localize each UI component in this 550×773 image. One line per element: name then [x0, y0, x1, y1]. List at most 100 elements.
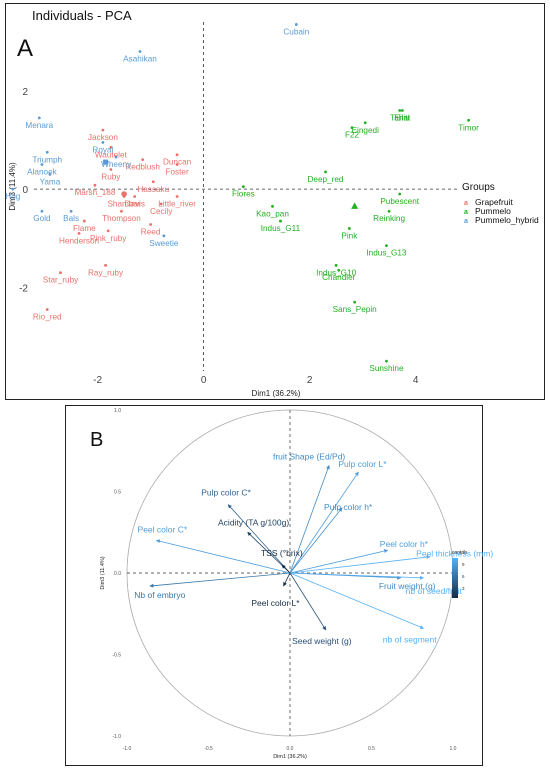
variable-vector	[283, 572, 291, 587]
variable-label: fruit Shape (Ed/Pd)	[273, 451, 345, 461]
data-point	[45, 308, 49, 311]
variable-vector	[289, 465, 330, 574]
x-axis-label: Dim1 (36.2%)	[252, 389, 301, 398]
point-label: Eingedi	[352, 126, 379, 135]
data-point	[337, 268, 341, 272]
y-tick-label: 0.0	[114, 571, 121, 577]
variables-plot: B -1.0 -0.5 0.0 0.5 1.0 -1.0 -0.5 0.0 0.5 1.0 Dim1 …	[90, 408, 493, 760]
data-point	[138, 50, 142, 53]
data-point	[353, 300, 357, 304]
legend-key: a	[464, 209, 468, 216]
point-label: Chandler	[322, 273, 355, 282]
data-point	[334, 263, 338, 267]
x-tick-label: 0.5	[368, 746, 375, 752]
data-point	[271, 204, 274, 208]
variable-vector	[289, 572, 327, 631]
point-label: Wheeny	[101, 160, 132, 169]
point-label: Cecily	[150, 207, 173, 216]
data-point	[101, 141, 105, 144]
x-tick-label: 4	[413, 375, 419, 386]
legend-key: a	[464, 218, 468, 225]
data-point	[104, 263, 107, 267]
data-point	[109, 145, 113, 149]
contrib-tick: 9	[462, 562, 465, 567]
data-point	[93, 183, 97, 187]
point-label: Yama	[40, 177, 61, 186]
point-label: Triumph	[32, 155, 62, 164]
data-point	[59, 271, 62, 275]
data-point	[467, 118, 470, 122]
group-centroid	[103, 159, 109, 165]
point-label: Tahiti	[390, 113, 409, 122]
variable-vector	[289, 471, 359, 574]
individuals-plot: Individuals - PCA A -2 0 2 4 -2 0 2 Dim1 (36.2%) D…	[5, 8, 539, 398]
variable-label: Pulp color L*	[338, 459, 387, 469]
legend-label: Pummelo_hybrid	[475, 215, 539, 225]
data-point	[279, 219, 282, 223]
data-point	[141, 158, 145, 162]
data-point	[11, 187, 15, 191]
data-point	[241, 185, 245, 189]
variable-label: Peel color L*	[251, 598, 300, 608]
point-label: Ray_ruby	[88, 268, 124, 277]
data-point	[37, 116, 41, 120]
variable-label: nb of segment	[383, 634, 438, 644]
point-label: Sans_Pepin	[333, 305, 378, 314]
contrib-tick: 6	[462, 574, 465, 579]
data-point	[347, 227, 351, 230]
point-label: Marsh_188	[74, 188, 115, 197]
y-tick-label: 0	[22, 185, 28, 196]
data-point	[294, 23, 298, 26]
data-point	[385, 359, 388, 363]
point-label: Cubain	[283, 27, 309, 36]
legend-title: Groups	[462, 182, 495, 193]
x-tick-label: 1.0	[450, 746, 457, 752]
point-label: Pink	[341, 231, 358, 240]
data-point	[175, 163, 179, 166]
variable-label: Pulp color h*	[324, 502, 373, 512]
point-label: Duncan	[163, 158, 192, 167]
legend-title: contrib	[452, 550, 467, 556]
point-label: Wautelet	[95, 150, 128, 159]
pca-variables-panel: B -1.0 -0.5 0.0 0.5 1.0 -1.0 -0.5 0.0 0.5 1.0 Dim1 …	[65, 405, 493, 766]
x-tick-label: 2	[307, 375, 313, 386]
data-point	[133, 195, 137, 198]
point-label: Thompson	[102, 214, 141, 223]
variable-label: Fruit weight (g)	[379, 581, 436, 591]
point-label: Foster	[165, 168, 188, 177]
y-tick-label: -2	[19, 283, 28, 294]
point-label: Timor	[458, 123, 479, 132]
x-tick-label: -1.0	[123, 746, 132, 752]
point-label: Royal	[92, 145, 113, 154]
point-label: Sweetie	[149, 239, 179, 248]
point-label: F22	[345, 131, 360, 140]
contrib-colorbar	[452, 558, 458, 598]
variable-label: nb of seed/fruit	[406, 586, 463, 596]
data-point	[400, 109, 404, 112]
variable-vector	[155, 539, 291, 574]
data-point	[149, 223, 153, 226]
legend-label: Pummelo	[475, 206, 511, 216]
data-point	[398, 109, 402, 112]
data-point	[45, 150, 49, 154]
x-tick-label: -2	[93, 375, 102, 386]
variable-label: Peel thickness (mm)	[416, 549, 493, 559]
data-point	[40, 163, 44, 166]
data-point	[101, 128, 105, 132]
point-label: Hassaku	[137, 185, 169, 194]
data-point	[109, 168, 113, 171]
point-label: Star_ruby	[43, 276, 79, 285]
x-tick-label: 0	[201, 375, 207, 386]
variable-vector	[289, 507, 343, 574]
point-label: Reed	[141, 228, 161, 237]
legend-label: Grapefruit	[475, 197, 513, 207]
data-point	[82, 219, 86, 223]
point-label: Hog	[5, 192, 20, 201]
data-point	[40, 209, 44, 213]
data-point	[387, 209, 391, 213]
point-label: Davis	[124, 200, 144, 209]
y-tick-label: 2	[22, 87, 28, 98]
point-label: Redblush	[125, 163, 160, 172]
y-tick-label: -1.0	[112, 734, 121, 740]
point-label: Bals	[63, 214, 79, 223]
